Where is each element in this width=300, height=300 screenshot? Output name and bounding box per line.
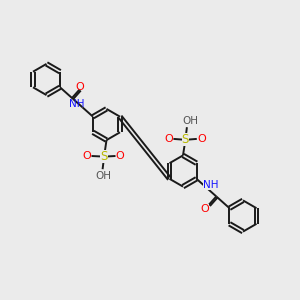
- Text: O: O: [197, 134, 206, 144]
- Text: S: S: [100, 150, 108, 163]
- Text: OH: OH: [95, 171, 111, 181]
- Text: OH: OH: [182, 116, 199, 126]
- Text: O: O: [116, 151, 124, 161]
- Text: O: O: [164, 134, 173, 144]
- Text: O: O: [82, 151, 91, 161]
- Text: O: O: [201, 204, 209, 214]
- Text: NH: NH: [69, 99, 85, 109]
- Text: S: S: [182, 133, 189, 146]
- Text: NH: NH: [203, 180, 219, 190]
- Text: O: O: [75, 82, 84, 92]
